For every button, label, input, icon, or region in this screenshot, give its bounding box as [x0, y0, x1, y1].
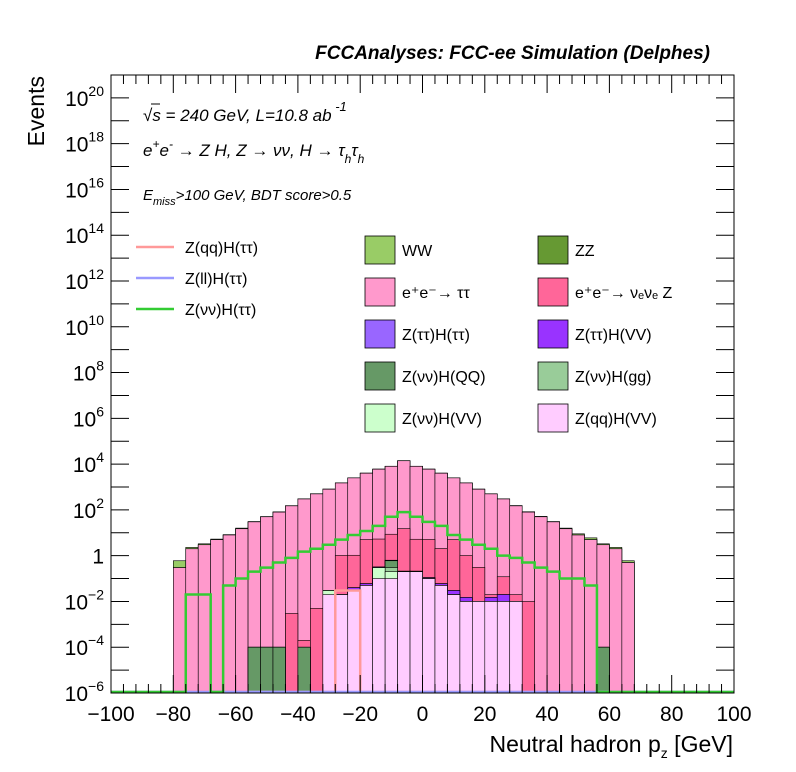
bar	[584, 539, 598, 694]
chart-title: FCCAnalyses: FCC-ee Simulation (Delphes)	[315, 43, 710, 64]
cuts-annotation: Emiss>100 GeV, BDT score>0.5	[143, 187, 352, 208]
energy-annotation: √s = 240 GeV, L=10.8 ab -1	[143, 99, 347, 125]
bar	[484, 601, 498, 694]
bar	[347, 590, 361, 694]
bar	[222, 534, 236, 694]
legend-swatch	[364, 319, 396, 349]
bar	[359, 585, 373, 694]
legend-swatch	[537, 403, 569, 433]
x-tick-label: 100	[716, 703, 751, 726]
x-tick-label: −100	[87, 703, 134, 726]
legend-label: Z(νν)H(VV)	[402, 411, 482, 428]
bar	[472, 601, 486, 694]
bar	[210, 539, 224, 694]
bar	[534, 516, 548, 694]
legend-label: Z(ll)H(ττ)	[185, 271, 247, 288]
y-tick-label: 1012	[65, 266, 104, 294]
signal-line	[111, 510, 734, 694]
bar	[384, 578, 398, 694]
y-tick-label: 106	[73, 403, 104, 431]
legend-swatch	[537, 319, 569, 349]
x-tick-label: 80	[660, 703, 683, 726]
legend-label: Z(νν)H(QQ)	[402, 369, 486, 386]
legend-swatch	[537, 235, 569, 265]
legend-label: Z(qq)H(ττ)	[185, 240, 258, 257]
signal-legend: Z(qq)H(ττ) Z(ll)H(ττ) Z(νν)H(ττ)	[136, 240, 258, 319]
bar	[447, 594, 461, 694]
y-tick-label: 104	[73, 449, 104, 477]
process-annotation: e+e- → Z H, Z → νν, H → τhτh	[143, 137, 365, 166]
bar	[496, 601, 511, 694]
y-tick-label: 1014	[65, 220, 104, 248]
x-tick-label: −60	[218, 703, 254, 726]
legend-swatch	[364, 277, 396, 307]
y-tick-label: 1020	[65, 83, 104, 111]
y-tick-label: 1018	[65, 129, 104, 157]
legend-swatch	[537, 277, 569, 307]
bar	[310, 608, 324, 694]
legend-label: Z(qq)H(VV)	[575, 411, 657, 428]
x-tick-label: 60	[598, 703, 621, 726]
signal-lines	[111, 510, 734, 694]
legend-swatch	[364, 403, 396, 433]
x-axis-ticks: −100 −80 −60 −40 −20 0 20 40 60 80 100	[87, 75, 752, 726]
bar	[609, 548, 623, 694]
legend-swatch	[364, 235, 396, 265]
legend-label: Z(ττ)H(ττ)	[402, 327, 470, 344]
y-tick-label: 102	[73, 495, 104, 523]
bar	[559, 528, 573, 694]
x-tick-label: −40	[280, 703, 316, 726]
legend-label: ZZ	[575, 243, 595, 260]
bar	[509, 601, 523, 694]
bar	[334, 594, 349, 694]
bar	[173, 567, 187, 694]
bar	[571, 534, 585, 694]
bar	[247, 646, 261, 694]
legend-swatch	[364, 361, 396, 391]
x-tick-label: −80	[155, 703, 191, 726]
bar	[297, 646, 311, 694]
y-tick-label: 1016	[65, 174, 104, 202]
y-tick-label: 108	[73, 358, 104, 386]
legend-label: e⁺e⁻→ νₑνₑ Z	[575, 285, 672, 302]
x-tick-label: 0	[417, 703, 429, 726]
bar	[260, 646, 274, 694]
background-legend: WW ZZ e⁺e⁻→ ττ e⁺e⁻→ νₑνₑ Z Z(ττ)H(ττ) Z(ττ)H…	[364, 235, 672, 433]
y-tick-label: 1010	[65, 312, 104, 340]
y-tick-label: 10−4	[65, 632, 105, 660]
x-tick-label: 40	[535, 703, 558, 726]
x-tick-label: −20	[342, 703, 378, 726]
bar	[322, 594, 336, 694]
x-axis-label: Neutral hadron pz [GeV]	[489, 731, 733, 761]
bar	[372, 578, 386, 694]
bar	[521, 601, 535, 694]
bar	[235, 528, 249, 694]
legend-label: Z(νν)H(ττ)	[185, 302, 256, 319]
bar	[272, 646, 286, 694]
y-axis-label: Events	[23, 76, 49, 146]
bar	[422, 578, 436, 694]
y-tick-label: 1	[92, 546, 104, 569]
bar	[596, 646, 610, 694]
legend-swatch	[537, 361, 569, 391]
bar	[409, 571, 423, 694]
y-tick-label: 10−6	[65, 678, 105, 706]
bar	[397, 571, 411, 694]
bar	[285, 613, 299, 694]
bar	[459, 601, 473, 694]
y-axis-ticks: 10−6 10−4 10−2 1 102 104 106 108 1010 1012 1014 101…	[65, 83, 734, 706]
x-tick-label: 20	[473, 703, 496, 726]
y-tick-label: 10−2	[65, 586, 105, 614]
bar	[546, 521, 560, 694]
legend-label: Z(νν)H(gg)	[575, 369, 651, 386]
bar	[621, 562, 635, 694]
bar	[434, 585, 448, 694]
bar	[197, 544, 211, 694]
legend-label: e⁺e⁻→ ττ	[402, 285, 470, 302]
bar	[185, 548, 199, 694]
legend-label: Z(ττ)H(VV)	[575, 327, 652, 344]
legend-label: WW	[402, 243, 433, 260]
